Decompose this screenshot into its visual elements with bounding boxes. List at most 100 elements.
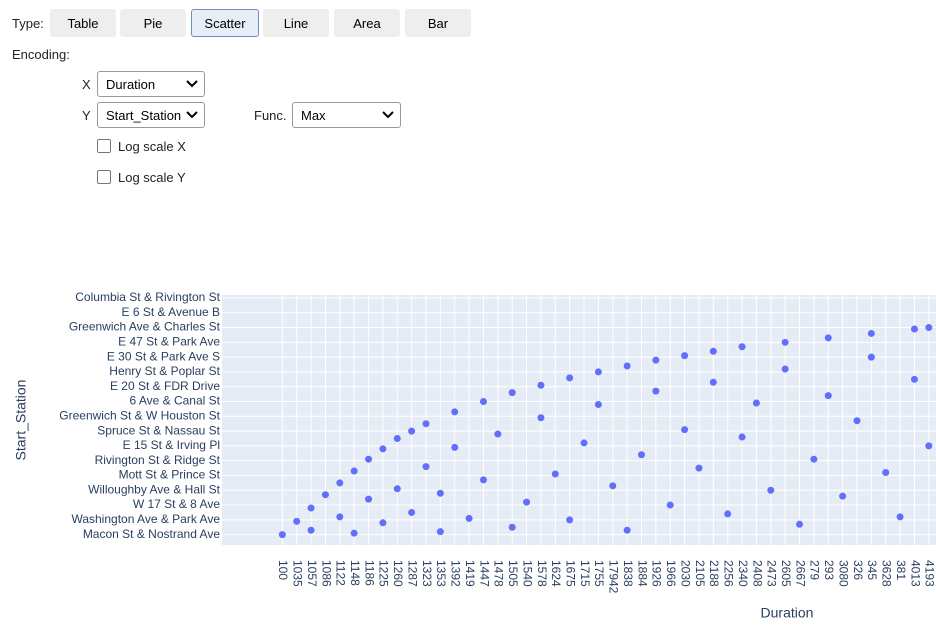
type-tab[interactable]: Pie [120, 9, 186, 37]
point [423, 463, 430, 470]
x-tick-label: 1260 [391, 560, 405, 587]
encoding-label: Encoding: [12, 47, 70, 62]
x-tick-label: 1186 [362, 560, 376, 586]
y-tick-label: E 30 St & Park Ave S [107, 349, 220, 363]
y-tick-label: Spruce St & Nassau St [97, 423, 220, 437]
x-tick-label: 2667 [793, 560, 807, 587]
point [839, 493, 846, 500]
point [451, 408, 458, 415]
point [652, 357, 659, 364]
x-tick-label: 4193 [923, 560, 936, 587]
type-tab[interactable]: Area [334, 9, 400, 37]
type-tab[interactable]: Bar [405, 9, 471, 37]
x-tick-label: 1755 [592, 560, 606, 587]
point [322, 491, 329, 498]
x-tick-label: 381 [894, 560, 908, 580]
x-tick-label: 1287 [405, 560, 419, 587]
point [782, 365, 789, 372]
point [710, 379, 717, 386]
point [365, 456, 372, 463]
x-tick-label: 2030 [678, 560, 692, 587]
x-tick-label: 1505 [506, 560, 520, 587]
point [897, 513, 904, 520]
type-tab[interactable]: Table [50, 9, 116, 37]
point [710, 348, 717, 355]
point [466, 515, 473, 522]
point [739, 343, 746, 350]
point [681, 426, 688, 433]
point [351, 468, 358, 475]
type-tab[interactable]: Scatter [191, 9, 259, 37]
point [480, 398, 487, 405]
y-tick-label: Mott St & Prince St [119, 468, 221, 482]
point [351, 530, 358, 537]
log-y-checkbox[interactable] [97, 170, 111, 184]
point [537, 414, 544, 421]
point [336, 479, 343, 486]
point [753, 399, 760, 406]
y-tick-label: Greenwich St & W Houston St [59, 408, 220, 422]
point [810, 456, 817, 463]
plot-area [222, 295, 936, 545]
point [581, 439, 588, 446]
point [279, 531, 286, 538]
point [379, 445, 386, 452]
type-label: Type: [12, 16, 44, 31]
x-tick-label: 1966 [664, 560, 678, 587]
x-tick-label: 100 [276, 560, 290, 580]
point [796, 521, 803, 528]
log-x-label[interactable]: Log scale X [118, 139, 186, 154]
point [437, 490, 444, 497]
x-tick-label: 1392 [449, 560, 463, 587]
point [308, 527, 315, 534]
x-tick-label: 1086 [319, 560, 333, 587]
point [868, 330, 875, 337]
point [509, 524, 516, 531]
point [509, 389, 516, 396]
x-tick-label: 2605 [779, 560, 793, 587]
point [825, 334, 832, 341]
point [911, 376, 918, 383]
point [695, 465, 702, 472]
x-tick-label: 1323 [420, 560, 434, 587]
func-label: Func. [254, 108, 287, 123]
point [667, 502, 674, 509]
point [379, 519, 386, 526]
point [767, 487, 774, 494]
log-y-label[interactable]: Log scale Y [118, 170, 186, 185]
point [624, 527, 631, 534]
point [825, 392, 832, 399]
point [394, 435, 401, 442]
point [480, 476, 487, 483]
point [724, 510, 731, 517]
x-tick-label: 1122 [334, 560, 348, 586]
x-tick-label: 1478 [492, 560, 506, 587]
x-tick-label: 1624 [549, 560, 563, 587]
y-label: Y [82, 108, 91, 123]
x-tick-label: 2188 [707, 560, 721, 587]
x-tick-label: 1419 [463, 560, 477, 587]
y-tick-label: E 6 St & Avenue B [121, 305, 220, 319]
log-x-checkbox[interactable] [97, 139, 111, 153]
point [739, 434, 746, 441]
y-tick-label: Columbia St & Rivington St [75, 290, 220, 304]
func-select[interactable]: Max [292, 102, 401, 128]
chevron [186, 111, 198, 119]
x-tick-label: 345 [865, 560, 879, 580]
x-axis-title: Duration [761, 605, 814, 621]
point [638, 451, 645, 458]
y-tick-label: E 15 St & Irving Pl [123, 438, 220, 452]
type-tab[interactable]: Line [263, 9, 329, 37]
x-tick-label: 2340 [736, 560, 750, 587]
point [365, 496, 372, 503]
x-select[interactable]: Duration [97, 71, 205, 97]
x-select-value: Duration [106, 77, 155, 92]
x-tick-label: 1838 [621, 560, 635, 587]
point [681, 352, 688, 359]
y-tick-label: E 20 St & FDR Drive [110, 379, 220, 393]
y-select[interactable]: Start_Station [97, 102, 205, 128]
x-tick-label: 1057 [305, 560, 319, 587]
chevron [186, 80, 198, 88]
y-tick-label: Henry St & Poplar St [109, 364, 220, 378]
